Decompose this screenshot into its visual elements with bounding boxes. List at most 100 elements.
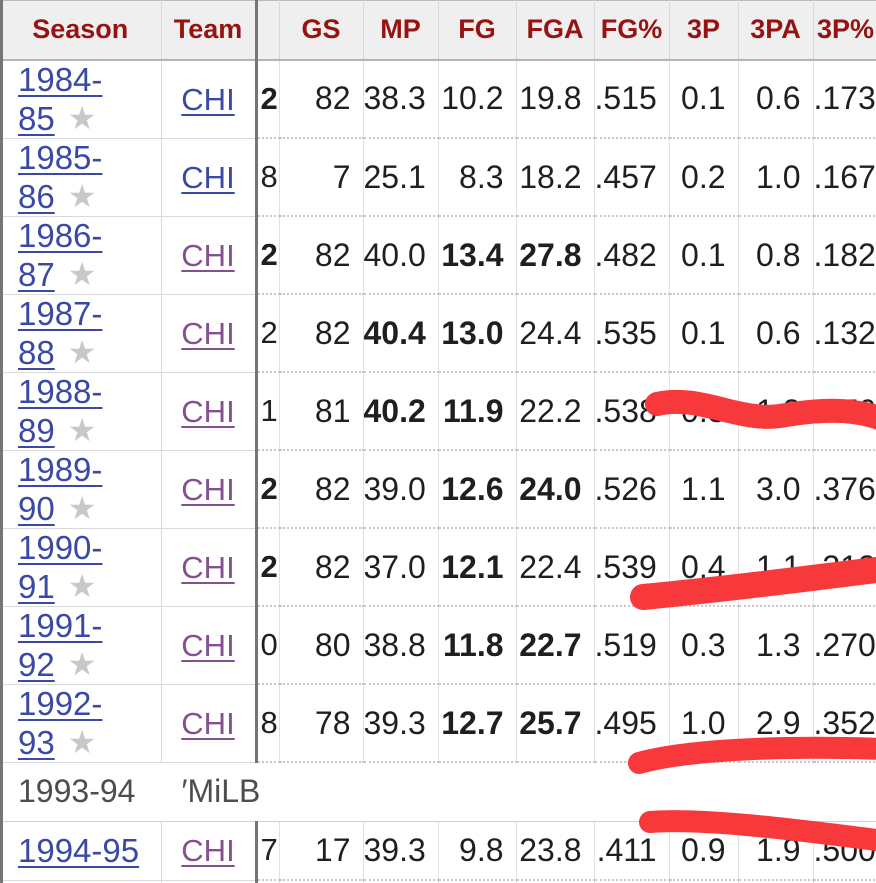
3p-cell: 0.2 — [669, 138, 739, 217]
col-header-3p[interactable]: 3P — [669, 0, 739, 61]
col-header-fg[interactable]: FG — [438, 0, 517, 61]
star-icon: ★ — [67, 333, 97, 370]
fg-cell: 9.8 — [438, 821, 517, 881]
3p-pct-cell: .276 — [813, 372, 876, 451]
fg-cell: 12.6 — [438, 450, 517, 529]
gs-cell: 82 — [279, 528, 364, 607]
team-link[interactable]: CHI — [181, 237, 235, 273]
col-header-season[interactable]: Season — [0, 0, 162, 61]
season-cell: 1987-88 ★ — [0, 294, 162, 373]
fga-cell: 19.8 — [516, 59, 595, 139]
3p-cell: 0.3 — [669, 606, 739, 685]
3p-cell: 0.3 — [669, 372, 739, 451]
season-no-play-row: 1993-94 ′MiLB — [0, 762, 876, 822]
fg-pct-cell: .482 — [594, 216, 670, 295]
games-cell-clipped: 8 — [254, 138, 280, 217]
col-header-3p-pct[interactable]: 3P% — [813, 0, 876, 61]
season-link[interactable]: 1986-87 — [18, 216, 103, 293]
fg-pct-cell: .495 — [594, 684, 670, 763]
gs-cell: 78 — [279, 684, 364, 763]
fga-cell: 22.4 — [516, 528, 595, 607]
games-cell-clipped: 2 — [254, 216, 280, 295]
season-cell: 1995-96★ — [0, 880, 162, 883]
season-link[interactable]: 1990-91 — [18, 528, 103, 605]
table-row: 1992-93 ★ CHI 8 78 39.3 12.7 25.7.495 1.0 2.9.352 — [0, 684, 876, 763]
mp-cell: 37.7 — [363, 880, 439, 883]
star-icon: ★ — [67, 489, 97, 526]
team-link[interactable]: CHI — [181, 159, 235, 195]
gs-cell: 80 — [279, 606, 364, 685]
games-cell-clipped: 2 — [254, 450, 280, 529]
season-link[interactable]: 1987-88 — [18, 294, 103, 371]
team-link[interactable]: CHI — [181, 315, 235, 351]
season-cell: 1984-85 ★ — [0, 59, 162, 139]
fg-cell: 11.9 — [438, 372, 517, 451]
3p-pct-cell: .500 — [813, 821, 876, 881]
team-cell: CHI — [161, 294, 257, 373]
games-cell-clipped: 0 — [254, 606, 280, 685]
fg-cell: 11.2 — [438, 880, 517, 883]
season-cell: 1988-89 ★ — [0, 372, 162, 451]
season-link[interactable]: 1991-92 — [18, 606, 103, 683]
col-header-3pa[interactable]: 3PA — [738, 0, 814, 61]
season-link[interactable]: 1988-89 — [18, 372, 103, 449]
3pa-cell: 3.2 — [738, 880, 814, 883]
fg-cell: 13.4 — [438, 216, 517, 295]
mp-cell: 40.0 — [363, 216, 439, 295]
team-cell: CHI — [161, 372, 257, 451]
games-cell-clipped: 8 — [254, 684, 280, 763]
fg-pct-cell: .519 — [594, 606, 670, 685]
season-cell: 1986-87 ★ — [0, 216, 162, 295]
season-link[interactable]: 1992-93 — [18, 684, 103, 761]
fga-cell: 23.8 — [516, 821, 595, 881]
table-row: 1994-95 CHI 7 17 39.3 9.8 23.8.411 0.9 1.9.500 — [0, 821, 876, 881]
3p-cell: 1.1 — [669, 450, 739, 529]
3pa-cell: 2.9 — [738, 684, 814, 763]
team-link[interactable]: CHI — [181, 833, 235, 868]
season-link[interactable]: 1995-96 — [18, 881, 102, 883]
season-cell: 1985-86 ★ — [0, 138, 162, 217]
season-link[interactable]: 1994-95 — [18, 831, 140, 869]
games-cell-clipped: 1 — [254, 372, 280, 451]
fg-cell: 13.0 — [438, 294, 517, 373]
3p-pct-cell: .376 — [813, 450, 876, 529]
col-header-fg-pct[interactable]: FG% — [594, 0, 670, 61]
team-link[interactable]: CHI — [181, 705, 235, 741]
team-link[interactable]: CHI — [181, 471, 235, 507]
col-header-fga[interactable]: FGA — [516, 0, 595, 61]
fga-cell: 22.2 — [516, 372, 595, 451]
season-link[interactable]: 1985-86 — [18, 138, 103, 215]
games-cell-clipped: 2 — [254, 294, 280, 373]
season-cell: 1991-92 ★ — [0, 606, 162, 685]
star-icon: ★ — [67, 411, 97, 448]
3pa-cell: 1.0 — [738, 138, 814, 217]
season-link[interactable]: 1989-90 — [18, 450, 103, 527]
3pa-cell: 0.6 — [738, 59, 814, 139]
3p-cell: 0.1 — [669, 294, 739, 373]
col-header-team[interactable]: Team — [161, 0, 257, 61]
team-link[interactable]: CHI — [181, 81, 235, 117]
mp-cell: 40.2 — [363, 372, 439, 451]
3p-pct-cell: .427 — [813, 880, 876, 883]
col-header-gs[interactable]: GS — [279, 0, 364, 61]
col-header-mp[interactable]: MP — [363, 0, 439, 61]
games-cell-clipped: 7 — [254, 821, 280, 881]
gs-cell: 81 — [279, 372, 364, 451]
team-link[interactable]: CHI — [181, 393, 235, 429]
season-cell: 1989-90 ★ — [0, 450, 162, 529]
season-cell: 1990-91 ★ — [0, 528, 162, 607]
season-link[interactable]: 1984-85 — [18, 60, 103, 137]
games-cell-clipped: 2 — [254, 880, 280, 883]
fg-pct-cell: .526 — [594, 450, 670, 529]
team-link[interactable]: CHI — [181, 627, 235, 663]
team-link[interactable]: CHI — [181, 549, 235, 585]
season-cell: 1994-95 — [0, 821, 162, 881]
gs-cell: 82 — [279, 59, 364, 139]
team-cell: CHI — [161, 216, 257, 295]
table-row: 1991-92 ★ CHI 0 80 38.8 11.8 22.7.519 0.3 1.3.270 — [0, 606, 876, 685]
fga-cell: 27.8 — [516, 216, 595, 295]
fg-pct-cell: .539 — [594, 528, 670, 607]
